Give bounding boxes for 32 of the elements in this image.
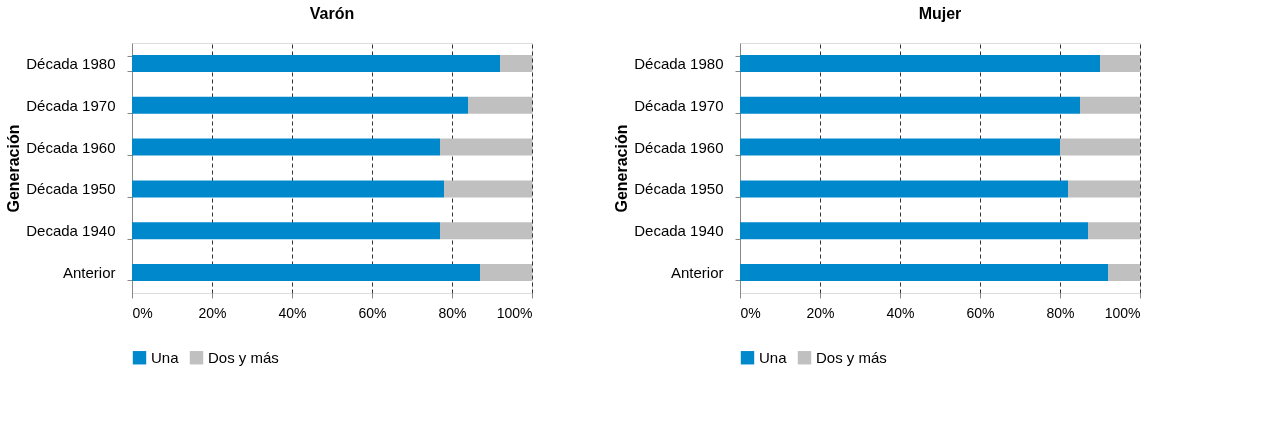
y-tick-label: Decada 1940 <box>26 222 116 240</box>
x-tick-label: 100% <box>496 304 533 321</box>
x-tick-label: 80% <box>1046 304 1075 321</box>
y-tick-label: Década 1970 <box>634 96 724 114</box>
y-tick-label: Decada 1940 <box>634 222 724 240</box>
y-axis-title: Generación <box>5 124 23 213</box>
y-tick-label: Década 1960 <box>26 138 116 156</box>
legend-label: Una <box>759 348 788 366</box>
y-tick-label: Década 1980 <box>634 54 724 72</box>
y-tick-label: Década 1970 <box>26 96 116 114</box>
y-tick-label: Década 1950 <box>634 180 724 198</box>
x-tick-label: 100% <box>1104 304 1141 321</box>
chart-title: Mujer <box>918 5 962 22</box>
x-tick-label: 0% <box>132 304 153 321</box>
y-axis-title: Generación <box>613 124 631 213</box>
x-tick-label: 20% <box>806 304 835 321</box>
x-tick-label: 60% <box>966 304 995 321</box>
y-tick-label: Anterior <box>62 264 116 282</box>
y-tick-label: Anterior <box>670 264 724 282</box>
y-tick-label: Década 1980 <box>26 54 116 72</box>
x-tick-label: 60% <box>358 304 387 321</box>
x-tick-label: 20% <box>198 304 227 321</box>
x-tick-label: 40% <box>278 304 307 321</box>
y-tick-label: Década 1960 <box>634 138 724 156</box>
legend-label: Dos y más <box>208 348 279 366</box>
x-tick-label: 40% <box>886 304 915 321</box>
x-tick-label: 80% <box>438 304 467 321</box>
legend-label: Dos y más <box>816 348 887 366</box>
x-tick-label: 0% <box>740 304 761 321</box>
legend-label: Una <box>151 348 180 366</box>
chart-title: Varón <box>309 5 355 22</box>
y-tick-label: Década 1950 <box>26 180 116 198</box>
